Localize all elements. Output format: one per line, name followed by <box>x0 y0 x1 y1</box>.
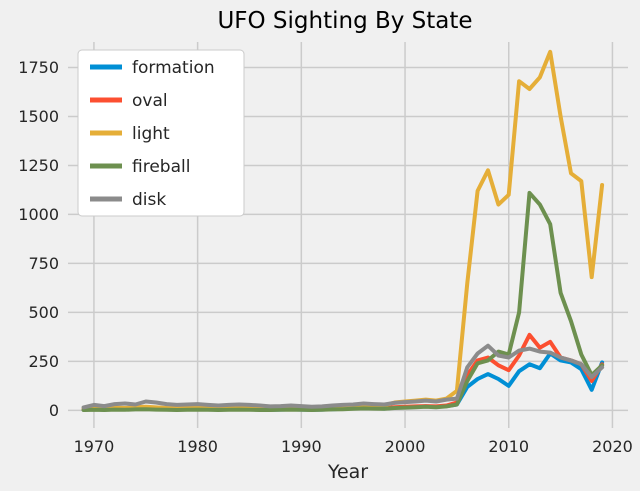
legend-label: oval <box>132 91 168 111</box>
x-axis-label: Year <box>327 461 368 483</box>
legend: formation oval light fireball disk <box>77 49 245 217</box>
legend-label: light <box>132 124 170 144</box>
series-lines <box>81 49 605 412</box>
tick-labels: 0 250 500 750 1000 1250 1500 1750 1970 1980 1990 20… <box>18 58 633 456</box>
legend-label: disk <box>132 190 166 210</box>
x-tick-label: 2010 <box>488 437 529 456</box>
x-tick-label: 2020 <box>592 437 633 456</box>
y-tick-label: 1250 <box>18 156 59 175</box>
legend-item-fireball: fireball <box>90 157 190 177</box>
x-tick-label: 1990 <box>281 437 322 456</box>
legend-item-light: light <box>90 124 170 144</box>
legend-item-oval: oval <box>90 91 168 111</box>
y-tick-label: 500 <box>28 303 59 322</box>
series-line-oval <box>81 332 605 412</box>
y-tick-label: 250 <box>28 352 59 371</box>
legend-label: formation <box>132 58 215 78</box>
chart-title: UFO Sighting By State <box>217 8 472 34</box>
y-tick-label: 1000 <box>18 205 59 224</box>
legend-box <box>77 49 245 217</box>
legend-label: fireball <box>132 157 190 177</box>
y-tick-label: 750 <box>28 254 59 273</box>
y-tick-label: 1750 <box>18 58 59 77</box>
series-line-fireball <box>81 190 605 412</box>
x-tick-label: 1980 <box>177 437 218 456</box>
series-line-disk <box>81 343 605 410</box>
y-tick-label: 1500 <box>18 107 59 126</box>
x-tick-label: 1970 <box>74 437 115 456</box>
legend-item-formation: formation <box>90 58 215 78</box>
y-tick-label: 0 <box>49 401 59 420</box>
legend-item-disk: disk <box>90 190 166 210</box>
x-tick-label: 2000 <box>385 437 426 456</box>
